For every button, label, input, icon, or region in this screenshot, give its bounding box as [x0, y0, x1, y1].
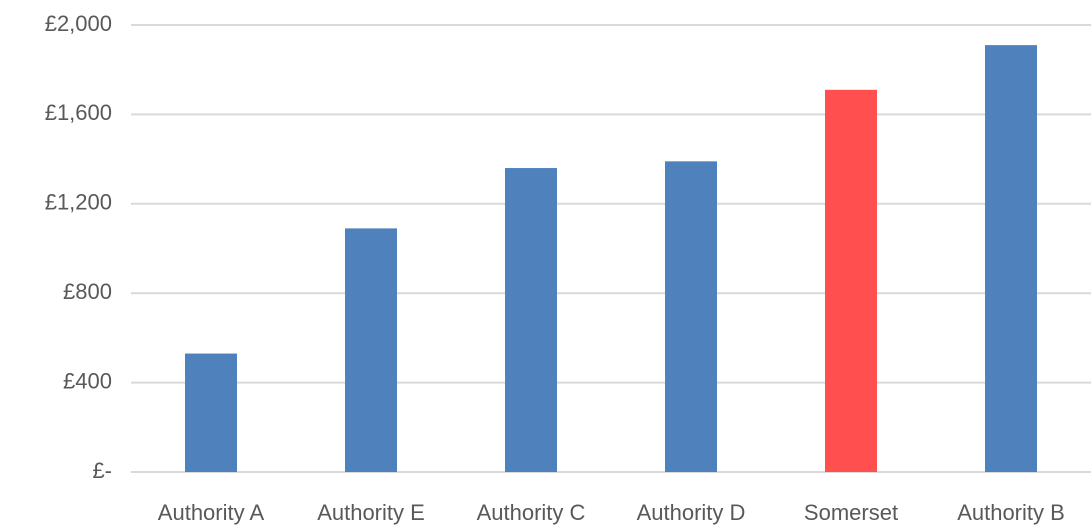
y-tick-label: £1,600 [45, 100, 112, 125]
bar [185, 353, 237, 472]
x-tick-label: Authority A [158, 500, 265, 525]
y-tick-label: £- [92, 458, 112, 483]
x-tick-label: Somerset [804, 500, 898, 525]
bar [825, 89, 877, 472]
y-tick-label: £1,200 [45, 190, 112, 215]
bar [985, 45, 1037, 473]
y-tick-label: £800 [63, 279, 112, 304]
x-tick-label: Authority C [477, 500, 586, 525]
y-tick-label: £2,000 [45, 11, 112, 36]
bar [665, 161, 717, 472]
bar [505, 168, 557, 473]
x-tick-label: Authority B [957, 500, 1065, 525]
y-tick-label: £400 [63, 368, 112, 393]
bar [345, 228, 397, 472]
x-tick-label: Authority D [637, 500, 746, 525]
x-tick-label: Authority E [317, 500, 425, 525]
